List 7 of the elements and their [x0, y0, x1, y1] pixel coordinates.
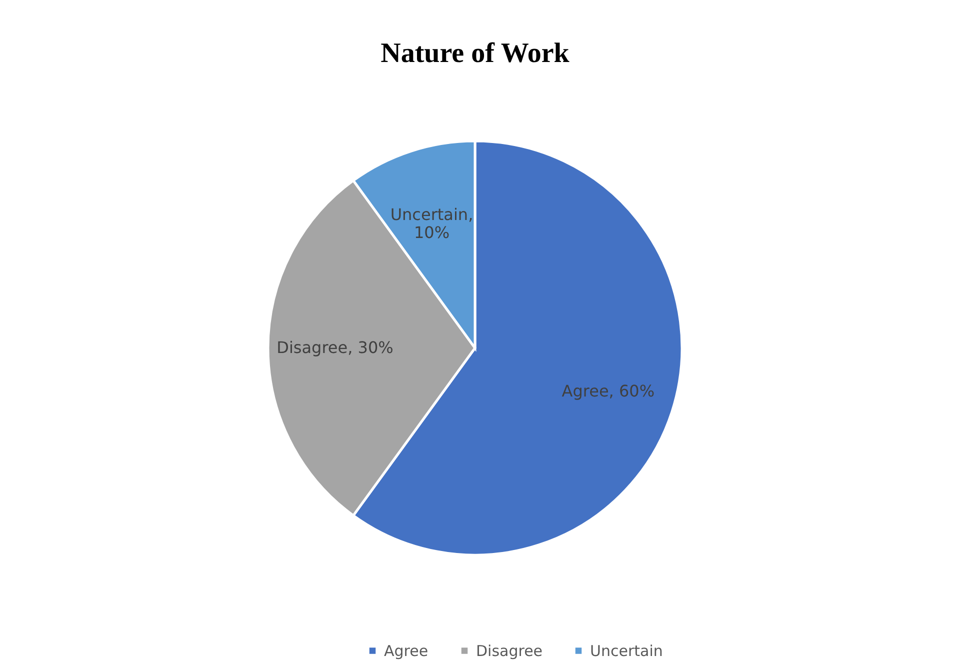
legend-label: Agree [384, 642, 428, 660]
data-label: Uncertain, 10% [390, 204, 474, 242]
data-label: Agree, 60% [562, 381, 655, 400]
legend-label: Disagree [476, 642, 543, 660]
data-label: Disagree, 30% [276, 338, 394, 357]
legend-label: Uncertain [590, 642, 663, 660]
chart-title: Nature of Work [380, 38, 570, 69]
